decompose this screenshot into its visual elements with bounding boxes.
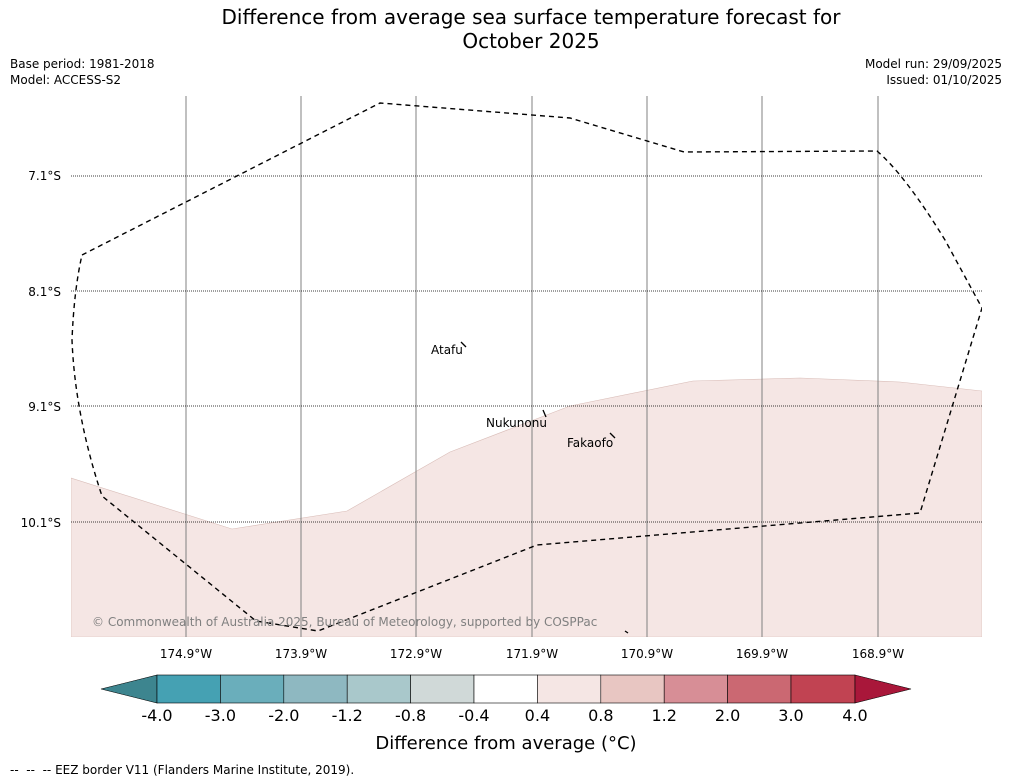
swains-island-shape	[624, 630, 629, 634]
place-labels: Atafu Nukunonu Fakaofo	[431, 343, 613, 450]
eez-legend-label: EEZ border V11 (Flanders Marine Institut…	[55, 763, 355, 777]
colorbar-tick-label: 4.0	[842, 706, 867, 725]
place-label-nukunonu: Nukunonu	[486, 416, 547, 430]
lon-label-169-9w: 169.9°W	[736, 647, 788, 661]
lat-label-9-1s: 9.1°S	[28, 400, 61, 414]
base-period-text: Base period: 1981-2018	[10, 57, 155, 71]
model-run-text: Model run: 29/09/2025	[864, 57, 1002, 71]
lon-label-168-9w: 168.9°W	[852, 647, 904, 661]
lon-label-173-9w: 173.9°W	[275, 647, 327, 661]
colorbar	[100, 674, 912, 704]
map-panel: Atafu Nukunonu Fakaofo © Commonwealth of…	[71, 96, 982, 637]
atafu-island-shape	[460, 341, 467, 348]
place-label-atafu: Atafu	[431, 343, 463, 357]
colorbar-tick-label: -0.4	[458, 706, 489, 725]
colorbar-tick-label: -0.8	[395, 706, 426, 725]
fakaofo-island-shape	[609, 432, 616, 439]
colorbar-tick-label: -1.2	[332, 706, 363, 725]
lat-label-8-1s: 8.1°S	[28, 285, 61, 299]
colorbar-tick-label: 0.8	[588, 706, 613, 725]
anomaly-region	[71, 377, 982, 637]
title-line-1: Difference from average sea surface temp…	[221, 5, 841, 29]
lon-label-174-9w: 174.9°W	[160, 647, 212, 661]
colorbar-segment-9	[663, 674, 728, 704]
colorbar-tick-label: 0.4	[525, 706, 550, 725]
colorbar-segment-8	[600, 674, 665, 704]
nukunonu-island-shape	[542, 409, 547, 418]
lon-label-171-9w: 171.9°W	[506, 647, 558, 661]
eez-legend: -- -- -- EEZ border V11 (Flanders Marine…	[10, 763, 354, 777]
colorbar-tick-label: 2.0	[715, 706, 740, 725]
colorbar-segment-1	[156, 674, 221, 704]
colorbar-segment-6	[473, 674, 538, 704]
colorbar-segment-5	[410, 674, 475, 704]
colorbar-segment-4	[346, 674, 411, 704]
place-label-fakaofo: Fakaofo	[567, 436, 613, 450]
colorbar-segment-11	[790, 674, 856, 704]
colorbar-segment-above	[854, 674, 912, 704]
colorbar-tick-label: -4.0	[141, 706, 172, 725]
issued-text: Issued: 01/10/2025	[886, 73, 1002, 87]
longitude-labels: 174.9°W 173.9°W 172.9°W 171.9°W 170.9°W …	[160, 647, 904, 661]
latitude-labels: 7.1°S 8.1°S 9.1°S 10.1°S	[21, 169, 61, 530]
colorbar-tick-label: 3.0	[778, 706, 803, 725]
lon-label-170-9w: 170.9°W	[621, 647, 673, 661]
colorbar-segment-7	[537, 674, 602, 704]
colorbar-title: Difference from average (°C)	[375, 733, 636, 754]
title-line-2: October 2025	[462, 29, 600, 53]
colorbar-segment-3	[283, 674, 348, 704]
colorbar-tick-label: -3.0	[205, 706, 236, 725]
colorbar-segment-below	[100, 674, 158, 704]
lat-label-10-1s: 10.1°S	[21, 516, 61, 530]
chart-title: Difference from average sea surface temp…	[0, 5, 1011, 53]
meta-left: Base period: 1981-2018 Model: ACCESS-S2	[10, 56, 155, 88]
meta-right: Model run: 29/09/2025 Issued: 01/10/2025	[865, 56, 1002, 88]
colorbar-tick-labels: -4.0 -3.0 -2.0 -1.2 -0.8 -0.4 0.4 0.8 1.…	[141, 706, 867, 725]
eez-line-sample: -- -- --	[10, 763, 52, 777]
islands	[460, 341, 629, 634]
lat-label-7-1s: 7.1°S	[28, 169, 61, 183]
lon-label-172-9w: 172.9°W	[390, 647, 442, 661]
colorbar-tick-label: 1.2	[651, 706, 676, 725]
eez-border-line	[71, 102, 982, 632]
colorbar-tick-label: -2.0	[268, 706, 299, 725]
model-text: Model: ACCESS-S2	[10, 73, 122, 87]
colorbar-segment-10	[727, 674, 792, 704]
colorbar-segment-2	[220, 674, 285, 704]
copyright-text: © Commonwealth of Australia 2025, Bureau…	[92, 615, 597, 629]
